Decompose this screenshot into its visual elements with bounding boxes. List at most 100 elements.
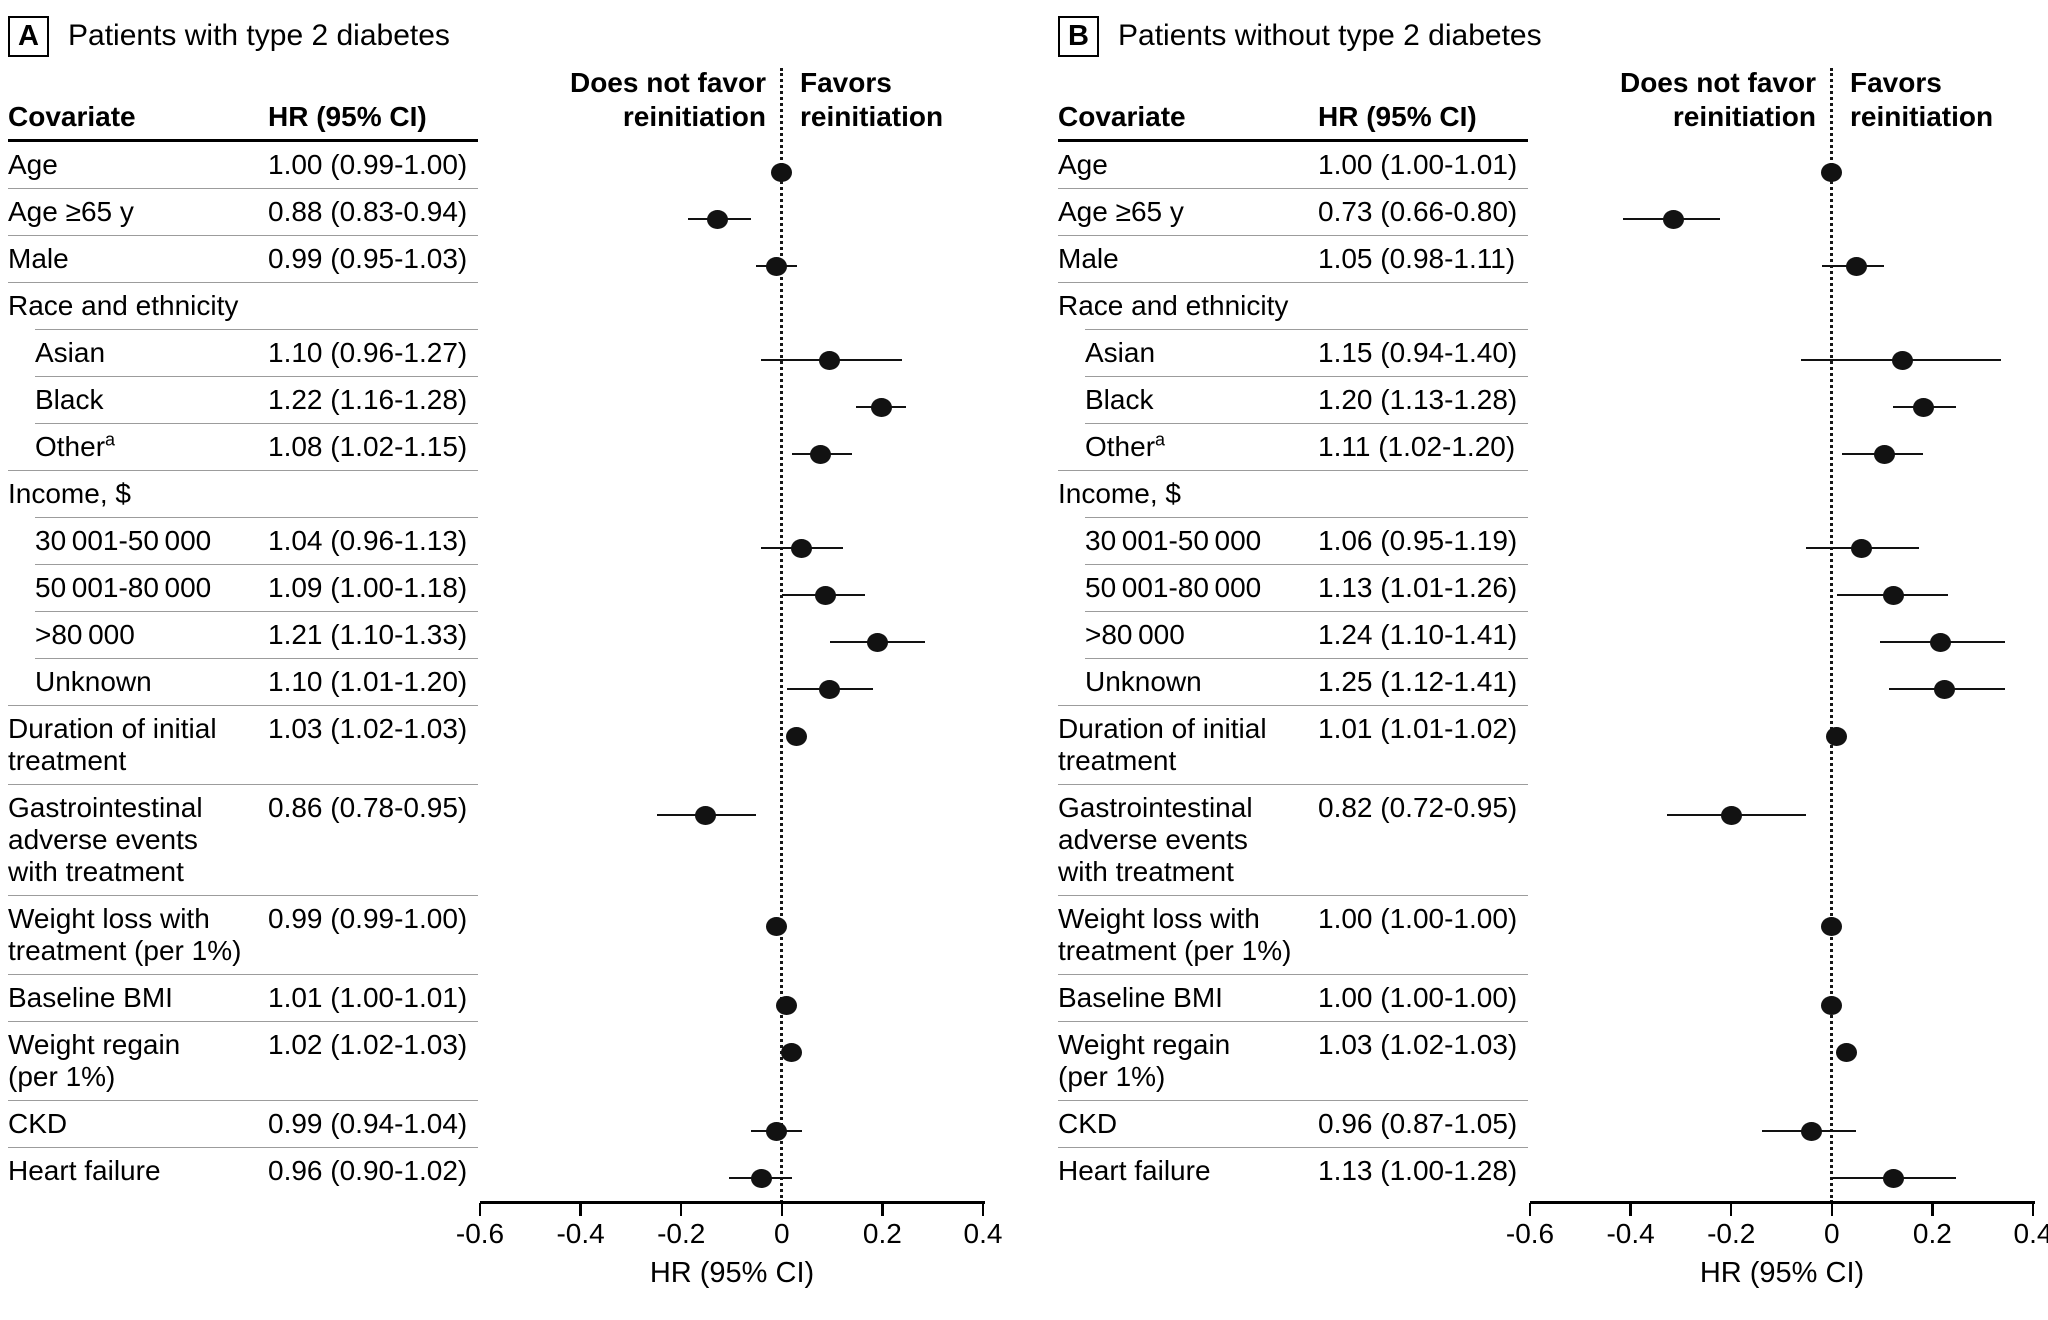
favors-label: Favors reinitiation: [1850, 67, 1994, 132]
axis-tick: [780, 1203, 784, 1216]
row-divider: [1085, 610, 1528, 612]
axis-tick-label: 0.2: [862, 1218, 902, 1249]
table-row: Age 1.00 (0.99-1.00): [8, 142, 1018, 189]
point-estimate-dot: [814, 585, 836, 605]
panel-a-x-axis: HR (95% CI) -0.6 -0.4 -0.2 0 0.2 0.4: [456, 1195, 1018, 1295]
hr-value: 1.10 (1.01-1.20): [268, 666, 468, 697]
row-divider: [1085, 375, 1528, 377]
covariate-label: Income, $: [1058, 478, 1181, 509]
hr-value: 1.04 (0.96-1.13): [268, 525, 468, 556]
table-row: 50 001-80 000 1.09 (1.00-1.18): [8, 565, 1018, 612]
table-row: Gastrointestinal adverse events with treat…: [1058, 785, 2048, 896]
covariate-label: Othera: [1085, 429, 1166, 462]
table-row: Baseline BMI 1.00 (1.00-1.00): [1058, 975, 2048, 1022]
panel-b-axis-row: HR (95% CI) -0.6 -0.4 -0.2 0 0.2 0.4: [1058, 1195, 2048, 1295]
hr-value: 1.00 (1.00-1.00): [1318, 903, 1518, 934]
hr-value: 1.13 (1.01-1.26): [1318, 572, 1518, 603]
row-divider: [1085, 657, 1528, 659]
covariate-column-header: Covariate: [1058, 58, 1318, 142]
row-divider: [1085, 422, 1528, 424]
covariate-label: Baseline BMI: [1058, 982, 1223, 1013]
x-axis-line: [480, 1201, 985, 1204]
hr-value: 1.05 (0.98-1.11): [1318, 243, 1516, 274]
table-row: Heart failure 1.13 (1.00-1.28): [1058, 1148, 2048, 1195]
point-estimate-dot: [1913, 397, 1934, 417]
covariate-label: 30 001-50 000: [1085, 525, 1262, 556]
point-estimate-dot: [1845, 256, 1867, 276]
hr-value: 1.11 (1.02-1.20): [1318, 431, 1516, 462]
covariate-label: 30 001-50 000: [35, 525, 212, 556]
covariate-label: Black: [1085, 384, 1154, 415]
table-row: Race and ethnicity: [1058, 283, 2048, 330]
footnote-marker: a: [1155, 429, 1166, 450]
point-estimate-dot: [1800, 1121, 1822, 1141]
panel-a-body: Covariate HR (95% CI) Does not favor rei…: [8, 58, 1018, 1295]
row-divider: [8, 187, 478, 189]
covariate-label: Race and ethnicity: [8, 290, 239, 321]
axis-tick: [981, 1203, 985, 1216]
axis-tick: [1629, 1203, 1632, 1216]
axis-tick: [478, 1203, 482, 1216]
hr-value: 1.08 (1.02-1.15): [268, 431, 468, 462]
point-estimate-dot: [781, 1042, 803, 1062]
table-row: Male 1.05 (0.98-1.11): [1058, 236, 2048, 283]
covariate-column-header: Covariate: [8, 58, 268, 142]
point-estimate-dot: [1850, 538, 1872, 558]
row-divider: [35, 375, 478, 377]
axis-tick: [1729, 1203, 1733, 1216]
covariate-label: 50 001-80 000: [35, 572, 212, 603]
covariate-label: Unknown: [35, 666, 152, 697]
axis-tick: [881, 1203, 884, 1216]
covariate-label: Asian: [35, 337, 106, 368]
panel-b: B Patients without type 2 diabetes Covar…: [1024, 0, 2048, 1320]
row-divider: [8, 894, 478, 896]
row-divider: [1058, 704, 1528, 706]
point-estimate-dot: [766, 256, 788, 276]
hr-value: 0.99 (0.95-1.03): [268, 243, 468, 274]
covariate-label: >80 000: [1085, 619, 1185, 650]
axis-tick: [1931, 1203, 1934, 1216]
table-row: Othera 1.08 (1.02-1.15): [8, 424, 1018, 471]
panel-b-body: Covariate HR (95% CI) Does not favor rei…: [1058, 58, 2048, 1295]
hr-value: 1.22 (1.16-1.28): [268, 384, 468, 415]
covariate-label: Gastrointestinal adverse events with treat…: [1058, 792, 1253, 887]
axis-tick-label: -0.6: [1505, 1218, 1555, 1249]
hr-value: 0.86 (0.78-0.95): [268, 792, 468, 823]
point-estimate-dot: [706, 209, 728, 229]
row-divider: [8, 1146, 478, 1148]
point-estimate-dot: [766, 916, 788, 936]
point-estimate-dot: [1882, 585, 1904, 605]
covariate-label: Weight regain (per 1%): [8, 1029, 181, 1092]
table-row: Asian 1.15 (0.94-1.40): [1058, 330, 2048, 377]
point-estimate-dot: [819, 350, 841, 370]
axis-tick-label: -0.4: [1606, 1218, 1655, 1249]
axis-tick: [1528, 1203, 1532, 1216]
table-row: Black 1.20 (1.13-1.28): [1058, 377, 2048, 424]
zero-reference-line: [1830, 68, 1834, 1203]
point-estimate-dot: [810, 444, 831, 464]
axis-tick-label: 0: [1824, 1218, 1840, 1249]
row-divider: [35, 610, 478, 612]
panel-a: A Patients with type 2 diabetes Covariat…: [8, 15, 1018, 1295]
point-estimate-dot: [1826, 726, 1848, 746]
table-row: 30 001-50 000 1.04 (0.96-1.13): [8, 518, 1018, 565]
hr-value: 0.99 (0.99-1.00): [268, 903, 468, 934]
axis-tick-label: -0.6: [455, 1218, 505, 1249]
covariate-label: Unknown: [1085, 666, 1202, 697]
axis-tick-label: -0.2: [657, 1218, 706, 1249]
table-row: >80 000 1.24 (1.10-1.41): [1058, 612, 2048, 659]
point-estimate-dot: [1721, 805, 1743, 825]
covariate-label: Age: [1058, 149, 1108, 180]
table-row: Gastrointestinal adverse events with treat…: [8, 785, 1018, 896]
hr-value: 1.25 (1.12-1.41): [1318, 666, 1518, 697]
hr-value: 1.13 (1.00-1.28): [1318, 1155, 1518, 1186]
axis-tick-label: 0: [774, 1218, 790, 1249]
row-divider: [1085, 328, 1528, 330]
point-estimate-dot: [1882, 1168, 1904, 1188]
covariate-label: Male: [8, 243, 69, 274]
axis-tick-label: 0.4: [2013, 1218, 2048, 1249]
panel-b-rows: Age 1.00 (1.00-1.01) Age ≥65 y 0.73 (0.66-0…: [1058, 142, 2048, 1195]
axis-tick: [1830, 1203, 1834, 1216]
does-not-favor-label: Does not favor reinitiation: [569, 67, 766, 132]
